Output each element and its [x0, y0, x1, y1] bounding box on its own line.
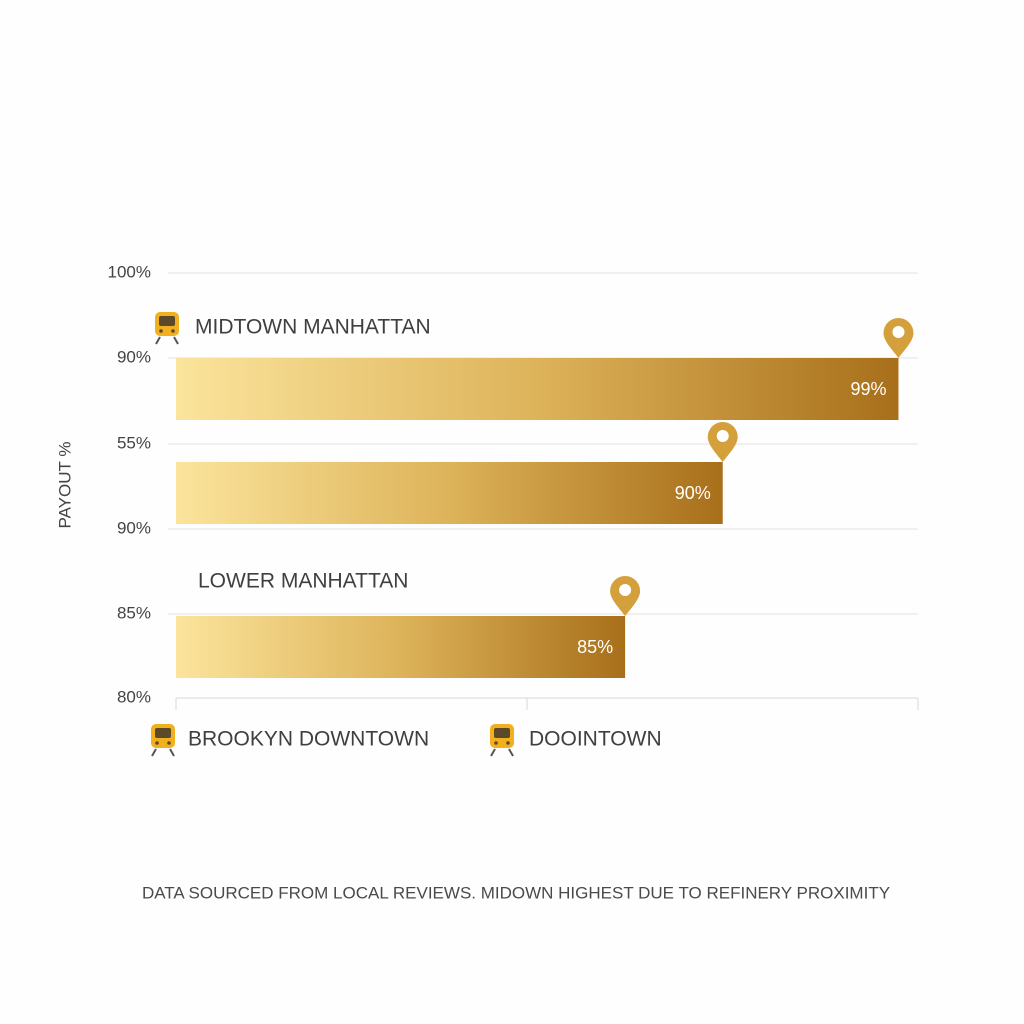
row-label: 100%: [108, 262, 151, 281]
category-label: LOWER MANHATTAN: [198, 570, 408, 593]
row-label: 85%: [117, 603, 151, 622]
value-label: 90%: [675, 483, 711, 503]
pin-dot: [716, 430, 729, 442]
pin-dot: [619, 584, 632, 596]
category-label: MIDTOWN MANHATTAN: [195, 316, 431, 339]
y-axis-title: PAYOUT %: [55, 442, 74, 529]
row-label: 80%: [117, 687, 151, 706]
row-label: 90%: [117, 347, 151, 366]
value-label: 99%: [850, 379, 886, 399]
pin-dot: [892, 326, 905, 338]
bar: [176, 358, 899, 420]
train-icon: [154, 311, 180, 345]
train-icon: [150, 723, 176, 757]
bar: [176, 616, 626, 678]
value-label: 85%: [577, 637, 613, 657]
row-label: 55%: [117, 433, 151, 452]
bar: [176, 462, 723, 524]
row-label: 90%: [117, 518, 151, 537]
train-icon: [489, 723, 515, 757]
legend-label: DOOINTOWN: [529, 728, 662, 751]
footnote: DATA SOURCED FROM LOCAL REVIEWS. MIDOWN …: [142, 883, 890, 902]
legend-label: BROOKYN DOWNTOWN: [188, 728, 429, 751]
